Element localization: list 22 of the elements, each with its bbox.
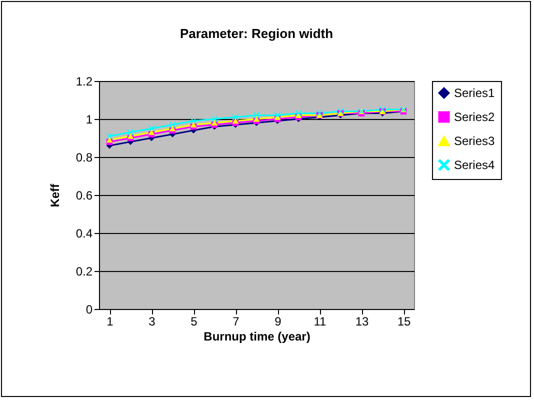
chart-title: Parameter: Region width: [180, 26, 334, 41]
legend-label: Series2: [454, 110, 496, 124]
y-tick-label: 0.4: [76, 226, 93, 240]
y-tick-label: 0.8: [76, 150, 93, 164]
legend-label: Series4: [454, 158, 496, 172]
x-tick-label: 9: [274, 314, 282, 328]
x-tick-label: 1: [106, 314, 114, 328]
x-tick-label: 13: [355, 314, 369, 328]
x-tick-label: 11: [314, 314, 327, 328]
legend-label: Series3: [454, 134, 496, 148]
y-tick-label: 0.6: [76, 188, 93, 202]
y-tick-label: 0: [86, 302, 93, 316]
y-tick-label: 0.2: [76, 264, 93, 278]
x-tick-label: 7: [232, 314, 240, 328]
y-tick-label: 1.2: [76, 74, 93, 88]
x-tick-label: 15: [397, 314, 411, 328]
x-tick-label: 3: [148, 314, 156, 328]
legend-label: Series1: [454, 86, 496, 100]
x-axis-title: Burnup time (year): [204, 330, 310, 344]
y-axis-title: Keff: [48, 182, 62, 208]
x-tick-label: 5: [190, 314, 198, 328]
y-tick-label: 1: [86, 112, 93, 126]
